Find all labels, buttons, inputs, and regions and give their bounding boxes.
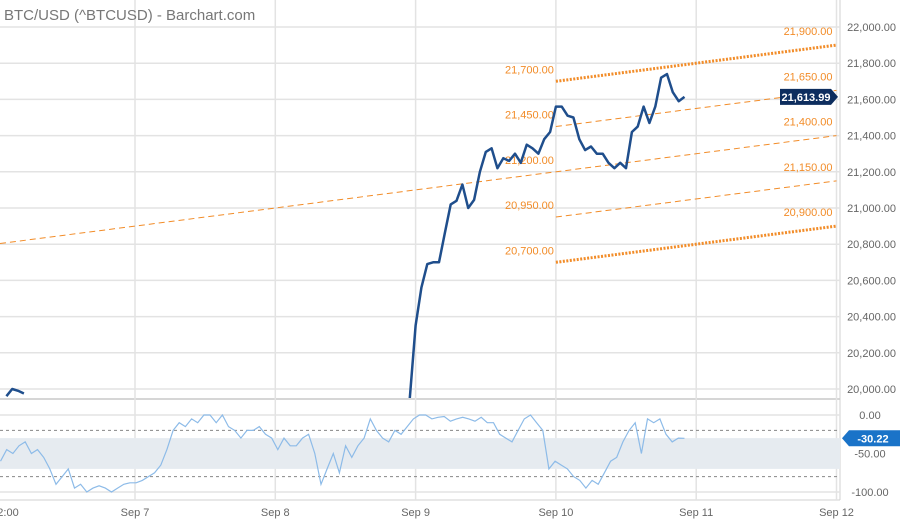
channel-label-end: 21,900.00 bbox=[784, 26, 833, 38]
channel-line bbox=[555, 224, 837, 264]
price-last-value-badge-bg bbox=[780, 88, 838, 105]
indicator-axis-tick: 0.00 bbox=[859, 410, 880, 422]
price-line bbox=[5, 387, 25, 397]
price-axis-tick: 20,200.00 bbox=[847, 348, 896, 360]
price-axis-tick: 21,800.00 bbox=[847, 58, 896, 70]
time-axis-tick: 2:00 bbox=[0, 507, 19, 519]
price-axis-tick: 20,600.00 bbox=[847, 275, 896, 287]
time-axis-tick: Sep 8 bbox=[261, 507, 290, 519]
price-axis-tick: 21,200.00 bbox=[847, 167, 896, 179]
channel-label-start: 20,700.00 bbox=[505, 245, 554, 257]
price-line bbox=[408, 72, 686, 398]
channel-label-end: 20,900.00 bbox=[784, 207, 833, 219]
channel-label-start: 21,700.00 bbox=[505, 64, 554, 76]
channel-label-end: 21,400.00 bbox=[784, 117, 833, 129]
price-axis-tick: 20,000.00 bbox=[847, 384, 896, 396]
grid bbox=[0, 0, 841, 501]
channel-line bbox=[555, 43, 837, 83]
indicator-band bbox=[0, 438, 840, 469]
time-axis-tick: Sep 12 bbox=[819, 507, 854, 519]
channel-line bbox=[555, 180, 837, 218]
time-axis-tick: Sep 9 bbox=[401, 507, 430, 519]
series-lines bbox=[0, 72, 686, 493]
price-axis-tick: 20,800.00 bbox=[847, 239, 896, 251]
last-value-badges: 21,613.99 -30.22 bbox=[780, 88, 900, 447]
time-axis-tick: Sep 10 bbox=[538, 507, 573, 519]
channel-label-end: 21,150.00 bbox=[784, 162, 833, 174]
indicator-axis-tick: -100.00 bbox=[851, 487, 888, 499]
channel-label-end: 21,650.00 bbox=[784, 71, 833, 83]
price-axis-tick: 20,400.00 bbox=[847, 312, 896, 324]
time-axis-tick: Sep 11 bbox=[679, 507, 713, 519]
channel-label-start: 21,450.00 bbox=[505, 110, 554, 122]
channel-line bbox=[0, 135, 837, 245]
price-axis-tick: 21,400.00 bbox=[847, 131, 896, 143]
time-axis-tick: Sep 7 bbox=[121, 507, 150, 519]
channel-label-start: 20,950.00 bbox=[505, 200, 554, 212]
indicator-last-value-badge-bg bbox=[842, 430, 900, 447]
price-axis-tick: 22,000.00 bbox=[847, 22, 896, 34]
price-axis-tick: 21,000.00 bbox=[847, 203, 896, 215]
price-last-value-badge: 21,613.99 bbox=[782, 92, 831, 104]
chart-title: BTC/USD (^BTCUSD) - Barchart.com bbox=[4, 7, 256, 24]
indicator-line bbox=[0, 413, 685, 493]
indicator-axis-tick: -50.00 bbox=[854, 449, 885, 461]
price-axis-tick: 21,600.00 bbox=[847, 94, 896, 106]
axes: 20,000.00 20,200.00 20,400.00 20,600.00 20,8… bbox=[0, 22, 896, 519]
channel-lines: 21,400.00 21,700.00 21,900.00 21,450.00 21,6… bbox=[0, 26, 837, 264]
indicator-last-value-badge: -30.22 bbox=[857, 433, 888, 445]
